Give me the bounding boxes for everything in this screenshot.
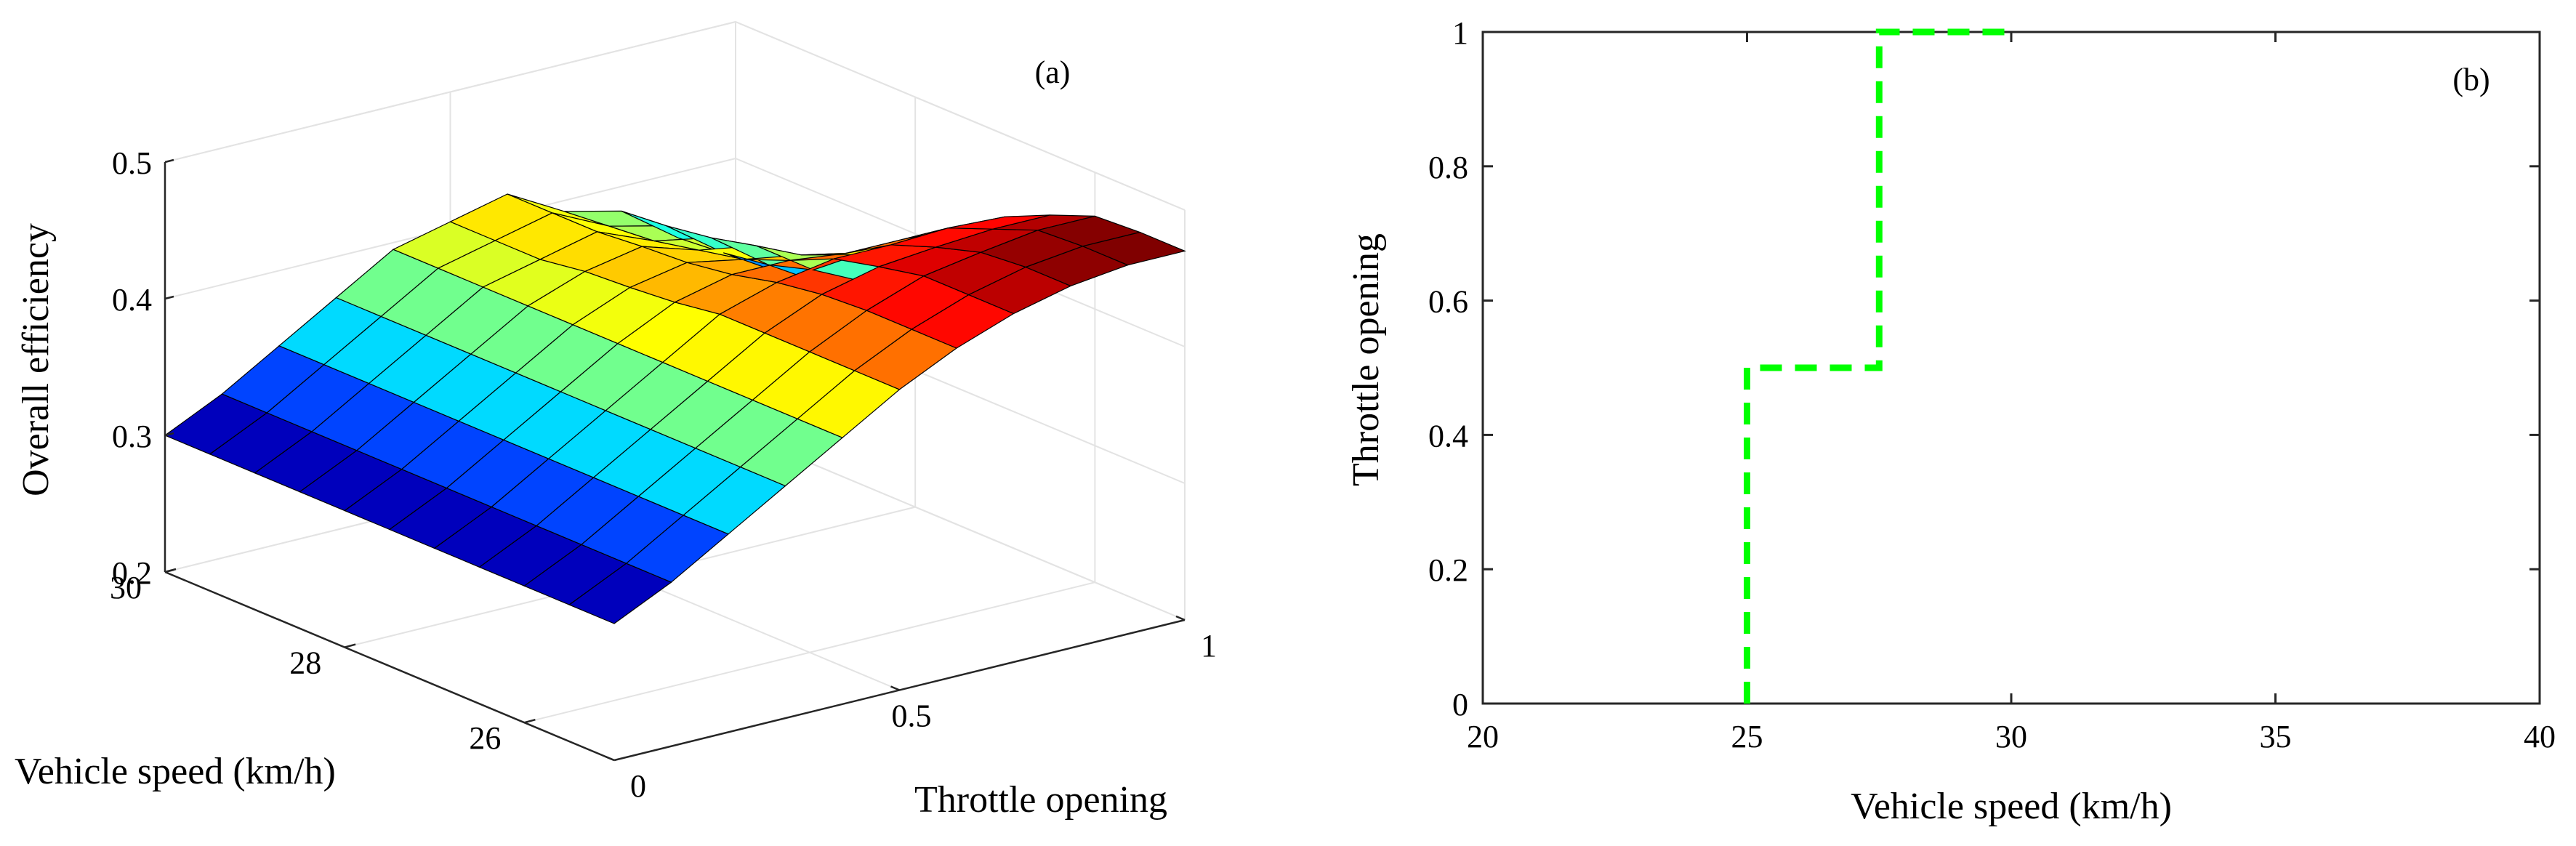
z-tick-label: 0.2 bbox=[112, 555, 152, 591]
y-tick-label: 0.8 bbox=[1428, 150, 1468, 185]
z-tick-label: 0.3 bbox=[112, 419, 152, 454]
z-tick bbox=[164, 295, 174, 300]
y-tick-label: 0.6 bbox=[1428, 284, 1468, 320]
y-tick-label: 30 bbox=[110, 570, 142, 605]
line-ticks: 20 25 30 35 40 0 0.2 0.4 0.6 0.8 1 bbox=[1428, 15, 2556, 754]
box-edge bbox=[735, 21, 1186, 211]
y-axis-label: Vehicle speed (km/h) bbox=[15, 751, 336, 792]
x-tick-label: 25 bbox=[1731, 719, 1763, 754]
x-tick-label: 1 bbox=[1201, 628, 1217, 664]
plot-area bbox=[1481, 31, 2541, 705]
z-tick bbox=[164, 158, 174, 164]
z-tick-label: 0.5 bbox=[112, 145, 152, 181]
b-x-axis-label: Vehicle speed (km/h) bbox=[1851, 786, 2172, 827]
z-tick bbox=[164, 432, 174, 437]
x-tick-label: 35 bbox=[2260, 719, 2292, 754]
x-tick bbox=[605, 755, 615, 762]
surface-tick-labels: 0.2 0.3 0.4 0.5 26 28 30 0 0.5 1 bbox=[110, 145, 1217, 804]
surface-patch bbox=[1081, 231, 1186, 266]
y-tick-label: 0 bbox=[1452, 687, 1468, 722]
box-edge bbox=[164, 21, 736, 163]
x-tick-label: 0.5 bbox=[892, 698, 932, 734]
surface-plot: 0.2 0.3 0.4 0.5 26 28 30 0 0.5 1 (a) Overall effi… bbox=[15, 21, 1217, 821]
series-group bbox=[1744, 28, 2011, 704]
line-plot: 20 25 30 35 40 0 0.2 0.4 0.6 0.8 1 (b) Vehicle spe… bbox=[1345, 15, 2556, 827]
y-tick-label: 1 bbox=[1452, 15, 1468, 51]
axes-box-front bbox=[164, 158, 1186, 762]
b-y-axis-label: Throttle opening bbox=[1345, 233, 1387, 486]
x-tick bbox=[890, 685, 900, 691]
panel-label-a: (a) bbox=[1035, 55, 1071, 90]
series-line bbox=[1744, 28, 2011, 704]
x-tick-label: 20 bbox=[1467, 719, 1499, 754]
y-tick bbox=[164, 568, 177, 573]
y-tick-label: 26 bbox=[469, 720, 501, 756]
x-axis-label: Throttle opening bbox=[914, 779, 1167, 821]
y-tick bbox=[524, 718, 536, 724]
x-tick-label: 0 bbox=[630, 768, 646, 804]
surface-mesh bbox=[164, 193, 1186, 624]
z-axis-label: Overall efficiency bbox=[15, 223, 57, 496]
z-tick-label: 0.4 bbox=[112, 282, 152, 318]
y-tick-label: 28 bbox=[289, 645, 321, 681]
x-tick-label: 30 bbox=[1995, 719, 2027, 754]
grid-line bbox=[524, 581, 1095, 724]
panel-label-b: (b) bbox=[2452, 62, 2490, 97]
x-tick-label: 40 bbox=[2524, 719, 2556, 754]
y-tick-label: 0.2 bbox=[1428, 552, 1468, 588]
y-tick bbox=[344, 643, 356, 648]
y-axis-line bbox=[164, 571, 615, 762]
x-tick bbox=[1175, 615, 1186, 621]
y-tick-label: 0.4 bbox=[1428, 418, 1468, 454]
